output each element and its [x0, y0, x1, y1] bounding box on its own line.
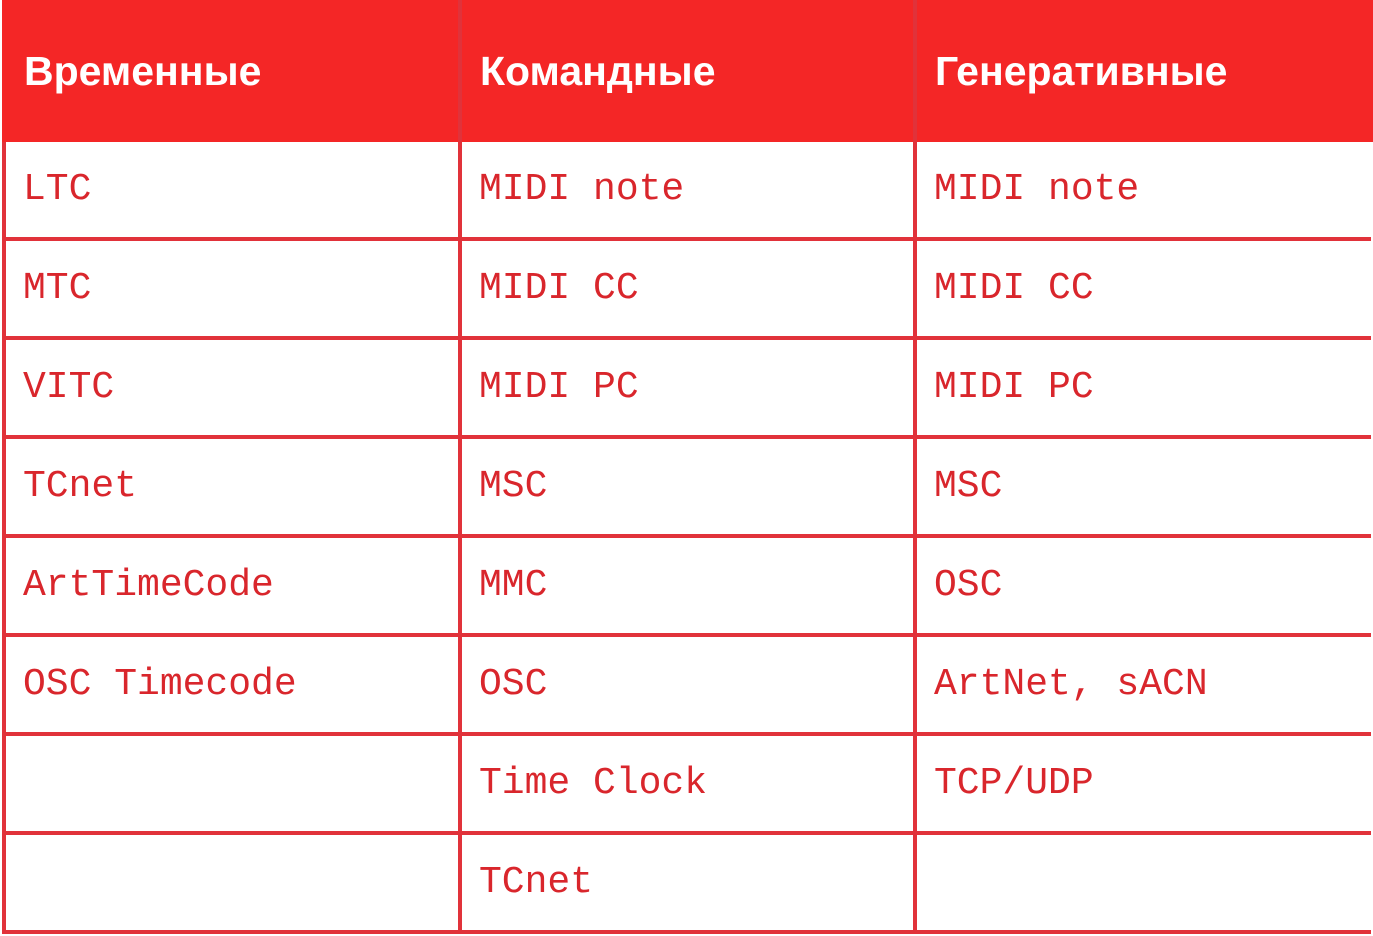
header-command: Командные — [462, 0, 913, 142]
cell-temporal: TCnet — [6, 439, 458, 534]
cell-temporal — [6, 736, 458, 831]
cell-generative: TCP/UDP — [917, 736, 1371, 831]
cell-command: MIDI PC — [462, 340, 913, 435]
cell-temporal: OSC Timecode — [6, 637, 458, 732]
cell-command: MMC — [462, 538, 913, 633]
cell-temporal: ArtTimeCode — [6, 538, 458, 633]
header-generative: Генеративные — [917, 0, 1373, 142]
cell-command: Time Clock — [462, 736, 913, 831]
cell-generative: MSC — [917, 439, 1371, 534]
cell-command: MIDI note — [462, 142, 913, 237]
cell-command: MSC — [462, 439, 913, 534]
cell-command: TCnet — [462, 835, 913, 930]
cell-generative — [917, 835, 1371, 930]
cell-generative: MIDI CC — [917, 241, 1371, 336]
cell-generative: MIDI note — [917, 142, 1371, 237]
header-temporal: Временные — [2, 0, 458, 142]
cell-temporal: VITC — [6, 340, 458, 435]
cell-temporal — [6, 835, 458, 930]
cell-generative: MIDI PC — [917, 340, 1371, 435]
cell-temporal: LTC — [6, 142, 458, 237]
cell-generative: ArtNet, sACN — [917, 637, 1371, 732]
cell-command: OSC — [462, 637, 913, 732]
cell-generative: OSC — [917, 538, 1371, 633]
cell-command: MIDI CC — [462, 241, 913, 336]
cell-temporal: MTC — [6, 241, 458, 336]
